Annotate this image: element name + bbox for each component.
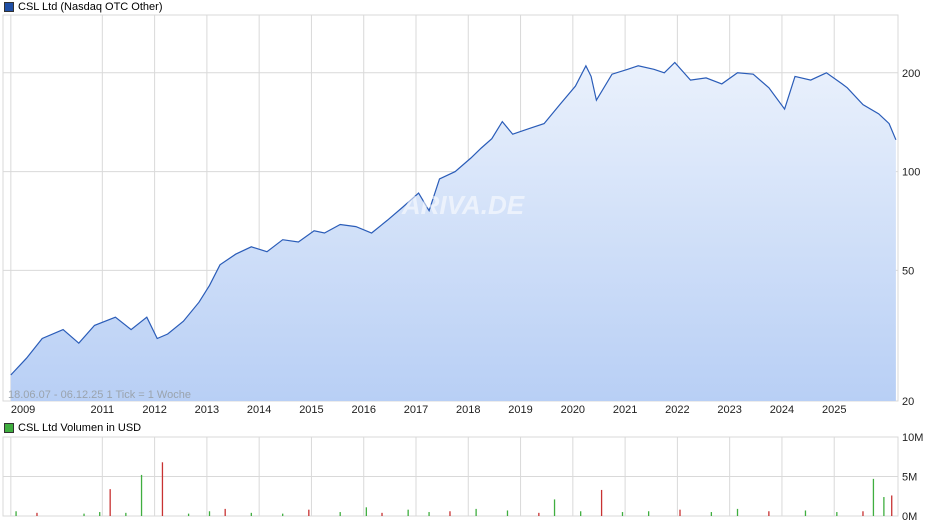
volume-legend-swatch	[4, 423, 14, 433]
x-tick-label: 2015	[299, 404, 323, 416]
watermark: ARIVA.DE	[401, 190, 525, 220]
price-y-tick-label: 100	[902, 167, 920, 179]
price-legend: CSL Ltd (Nasdaq OTC Other)	[4, 1, 162, 13]
x-tick-label: 2021	[613, 404, 637, 416]
x-tick-label: 2012	[142, 404, 166, 416]
x-tick-label: 2011	[91, 404, 115, 416]
x-tick-label: 2016	[351, 404, 375, 416]
price-legend-label: CSL Ltd (Nasdaq OTC Other)	[18, 1, 163, 13]
price-y-tick-label: 50	[902, 265, 914, 277]
x-tick-label: 2017	[404, 404, 428, 416]
price-area	[10, 62, 896, 401]
volume-y-tick-label: 5M	[902, 472, 917, 484]
x-tick-label: 2009	[11, 404, 35, 416]
volume-y-tick-label: 0M	[902, 511, 917, 523]
x-tick-label: 2025	[822, 404, 846, 416]
price-y-tick-label: 200	[902, 68, 920, 80]
x-tick-label: 2019	[508, 404, 532, 416]
x-tick-label: 2023	[717, 404, 741, 416]
date-range-info: 18.06.07 - 06.12.25 1 Tick = 1 Woche	[8, 389, 191, 401]
price-y-tick-label: 20	[902, 396, 914, 408]
x-tick-label: 2013	[195, 404, 219, 416]
price-legend-swatch	[4, 2, 14, 12]
price-line	[10, 61, 897, 376]
volume-y-tick-label: 10M	[902, 432, 923, 444]
volume-legend: CSL Ltd Volumen in USD	[4, 422, 141, 434]
x-tick-label: 2018	[456, 404, 480, 416]
x-tick-label: 2024	[770, 404, 794, 416]
x-tick-label: 2014	[247, 404, 271, 416]
x-tick-label: 2020	[561, 404, 585, 416]
volume-legend-label: CSL Ltd Volumen in USD	[18, 422, 142, 434]
x-tick-label: 2022	[665, 404, 689, 416]
